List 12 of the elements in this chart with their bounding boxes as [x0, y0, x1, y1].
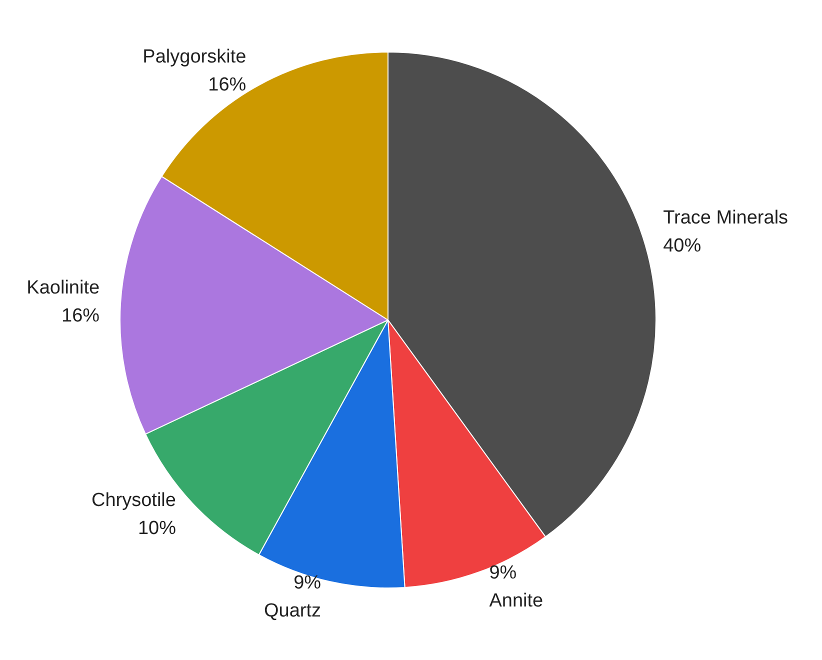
- slice-label: Kaolinite: [26, 278, 100, 299]
- slice-label: Trace Minerals: [663, 208, 788, 229]
- slice-label: Palygorskite: [142, 46, 246, 68]
- data-label: 16%: [208, 74, 246, 96]
- slice-label: Chrysotile: [91, 490, 176, 511]
- slice-label: Quartz: [264, 600, 322, 622]
- data-label: 9%: [294, 572, 322, 594]
- data-label: 10%: [138, 518, 176, 539]
- data-label: 40%: [663, 236, 702, 257]
- data-label: 9%: [489, 562, 517, 584]
- data-label: 16%: [62, 306, 100, 327]
- slice-label: Annite: [489, 590, 544, 612]
